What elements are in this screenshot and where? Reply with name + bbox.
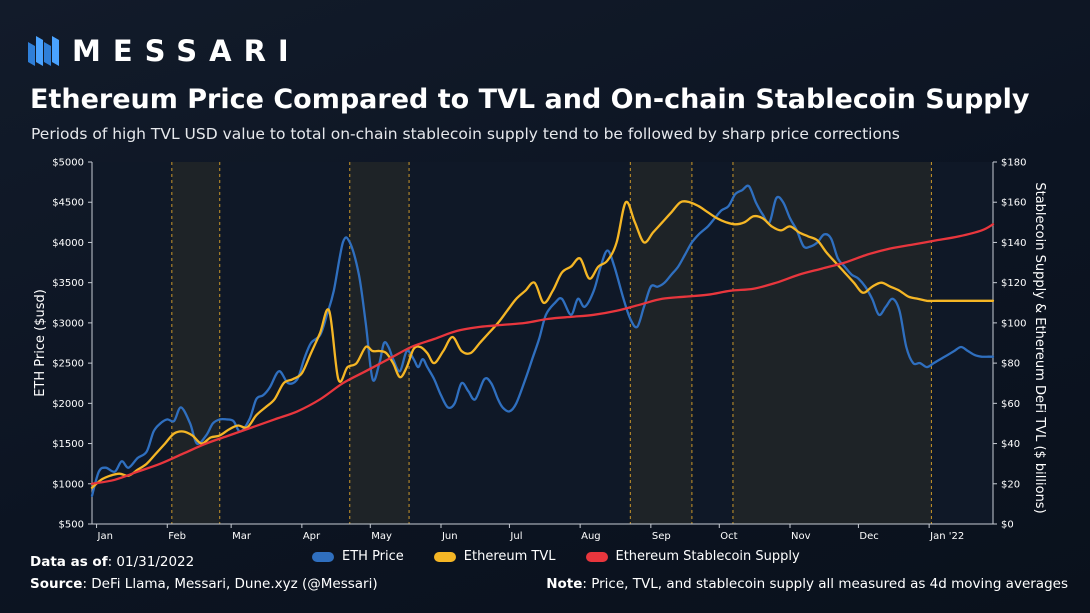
legend-label-stablecoin: Ethereum Stablecoin Supply: [615, 549, 800, 564]
note-value: : Price, TVL, and stablecoin supply all …: [582, 576, 1068, 592]
x-tick-label: Jan '22: [929, 531, 964, 542]
highlight-period-1: [349, 162, 410, 524]
stablecoin-supply-line: [90, 223, 995, 485]
highlight-period-0: [171, 162, 220, 524]
x-tick-label: Jun: [441, 531, 458, 542]
legend-item-stablecoin: Ethereum Stablecoin Supply: [585, 549, 800, 564]
x-tick-label: Aug: [581, 531, 601, 542]
note-line: Note: Price, TVL, and stablecoin supply …: [546, 576, 1068, 592]
y2-tick-label: $20: [1001, 479, 1020, 490]
tvl-line: [90, 200, 995, 489]
y-axis-label: ETH Price ($usd): [33, 289, 48, 397]
x-tick-label: Mar: [232, 531, 252, 542]
legend-swatch-stablecoin: [585, 551, 608, 562]
plot-area: [92, 162, 993, 524]
y2-tick-label: $80: [1001, 359, 1020, 370]
y-tick-label: $5000: [52, 158, 84, 169]
data-as-of: Data as of: 01/31/2022: [30, 554, 194, 570]
y2-tick-label: $180: [1001, 158, 1026, 169]
x-tick-label: Dec: [859, 531, 878, 542]
messari-logo-icon: [28, 36, 59, 66]
y2-tick-label: $160: [1001, 198, 1026, 209]
legend-swatch-tvl: [433, 551, 456, 562]
y-tick-label: $4500: [52, 198, 84, 209]
source-value: : DeFi Llama, Messari, Dune.xyz (@Messar…: [82, 576, 378, 592]
data-as-of-label: Data as of: [30, 554, 108, 570]
y2-axis-label: Stablecoin Supply & Ethereum DeFi TVL ($…: [1032, 182, 1047, 513]
x-tick-label: Sep: [652, 531, 671, 542]
y2-tick-label: $60: [1001, 399, 1020, 410]
legend-label-eth-price: ETH Price: [342, 549, 404, 564]
x-tick-label: May: [371, 531, 392, 542]
note-label: Note: [546, 576, 583, 592]
legend-item-eth-price: ETH Price: [312, 549, 404, 564]
y-tick-label: $3500: [52, 278, 84, 289]
chart-subtitle: Periods of high TVL USD value to total o…: [31, 125, 900, 143]
brand-name: MESSARI: [72, 34, 301, 68]
y-tick-label: $500: [59, 520, 84, 531]
x-tick-label: Apr: [303, 531, 321, 542]
legend-label-tvl: Ethereum TVL: [463, 549, 556, 564]
y-tick-label: $3000: [52, 318, 84, 329]
x-tick-label: Jan: [97, 531, 113, 542]
source-line: Source: DeFi Llama, Messari, Dune.xyz (@…: [30, 576, 378, 592]
data-as-of-value: : 01/31/2022: [107, 554, 195, 570]
highlight-period-2: [630, 162, 692, 524]
legend-swatch-eth-price: [312, 551, 334, 562]
y-tick-label: $2500: [52, 359, 84, 370]
chart-title: Ethereum Price Compared to TVL and On-ch…: [30, 84, 1030, 115]
legend-item-tvl: Ethereum TVL: [433, 549, 556, 564]
y-tick-label: $1000: [52, 479, 84, 490]
x-tick-label: Jul: [509, 531, 522, 542]
y-tick-label: $4000: [52, 238, 84, 249]
y-tick-label: $1500: [52, 439, 84, 450]
y2-tick-label: $0: [1001, 520, 1014, 531]
x-tick-label: Feb: [168, 531, 186, 542]
eth-price-line: [90, 184, 995, 497]
x-tick-label: Oct: [720, 531, 737, 542]
chart-legend: ETH Price Ethereum TVL Ethereum Stableco…: [312, 549, 800, 564]
y2-tick-label: $140: [1001, 238, 1026, 249]
y2-tick-label: $40: [1001, 439, 1020, 450]
y2-tick-label: $120: [1001, 278, 1026, 289]
brand-logo: MESSARI: [28, 34, 301, 68]
source-label: Source: [30, 576, 83, 592]
y-tick-label: $2000: [52, 399, 84, 410]
x-tick-label: Nov: [791, 531, 811, 542]
y2-tick-label: $100: [1001, 318, 1026, 329]
